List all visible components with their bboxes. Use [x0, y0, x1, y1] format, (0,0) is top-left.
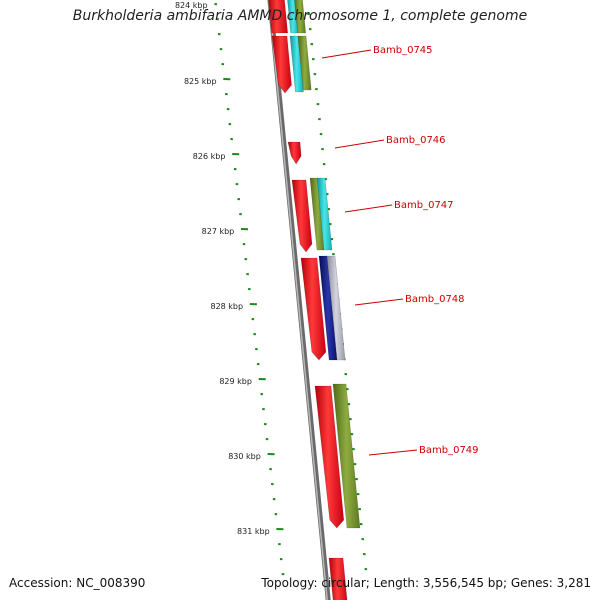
gene-olive-0745 [297, 35, 312, 91]
gene-label-group: Bamb_0745 Bamb_0746 Bamb_0747 Bamb_0748 Bamb… [321, 45, 479, 456]
gene-label: Bamb_0748 [405, 294, 465, 305]
gene-red-0748 [300, 257, 327, 361]
gene-olive-top [294, 0, 307, 34]
gene-red-top [268, 0, 289, 34]
gene-gray-0748 [326, 255, 346, 361]
gene-label: Bamb_0747 [394, 200, 454, 211]
gene-red-0745 [271, 35, 292, 94]
gene-leader-line [368, 449, 418, 456]
accession-text: Accession: NC_008390 [9, 576, 146, 590]
chromosome-backbone [267, 0, 331, 600]
scale-label: 827 kbp [202, 227, 235, 236]
gene-leader-line [321, 49, 372, 59]
gene-red-0749 [314, 385, 345, 529]
scale-label: 824 kbp [175, 1, 208, 10]
backbone-highlight [268, 0, 328, 600]
scale-label: 828 kbp [210, 302, 243, 311]
backbone-line [267, 0, 331, 600]
gene-red-bottom [328, 557, 348, 600]
topology-text: Topology: circular; Length: 3,556,545 bp… [261, 576, 591, 590]
scale-ticks: 824 kbp 825 kbp 826 kbp 827 kbp 828 kbp 829 k… [175, 1, 368, 576]
gene-leader-line [344, 204, 393, 213]
gene-features [268, 0, 361, 600]
scale-label: 825 kbp [184, 77, 217, 86]
gene-olive-0749 [332, 383, 361, 529]
gene-red-0746 [287, 141, 302, 165]
gene-cyan-0747 [316, 177, 333, 251]
gene-cyan-0745 [289, 35, 304, 93]
scale-label: 831 kbp [237, 527, 270, 536]
gene-leader-line [354, 298, 404, 306]
gene-leader-line [334, 139, 385, 149]
gene-label: Bamb_0746 [386, 135, 446, 146]
map-title: Burkholderia ambifaria AMMD chromosome 1… [72, 8, 528, 24]
scale-label: 829 kbp [219, 377, 252, 386]
scale-label: 826 kbp [193, 152, 226, 161]
scale-label: 830 kbp [228, 452, 261, 461]
gene-label: Bamb_0745 [373, 45, 433, 56]
gene-red-0747 [291, 179, 313, 253]
gene-label: Bamb_0749 [419, 445, 479, 456]
